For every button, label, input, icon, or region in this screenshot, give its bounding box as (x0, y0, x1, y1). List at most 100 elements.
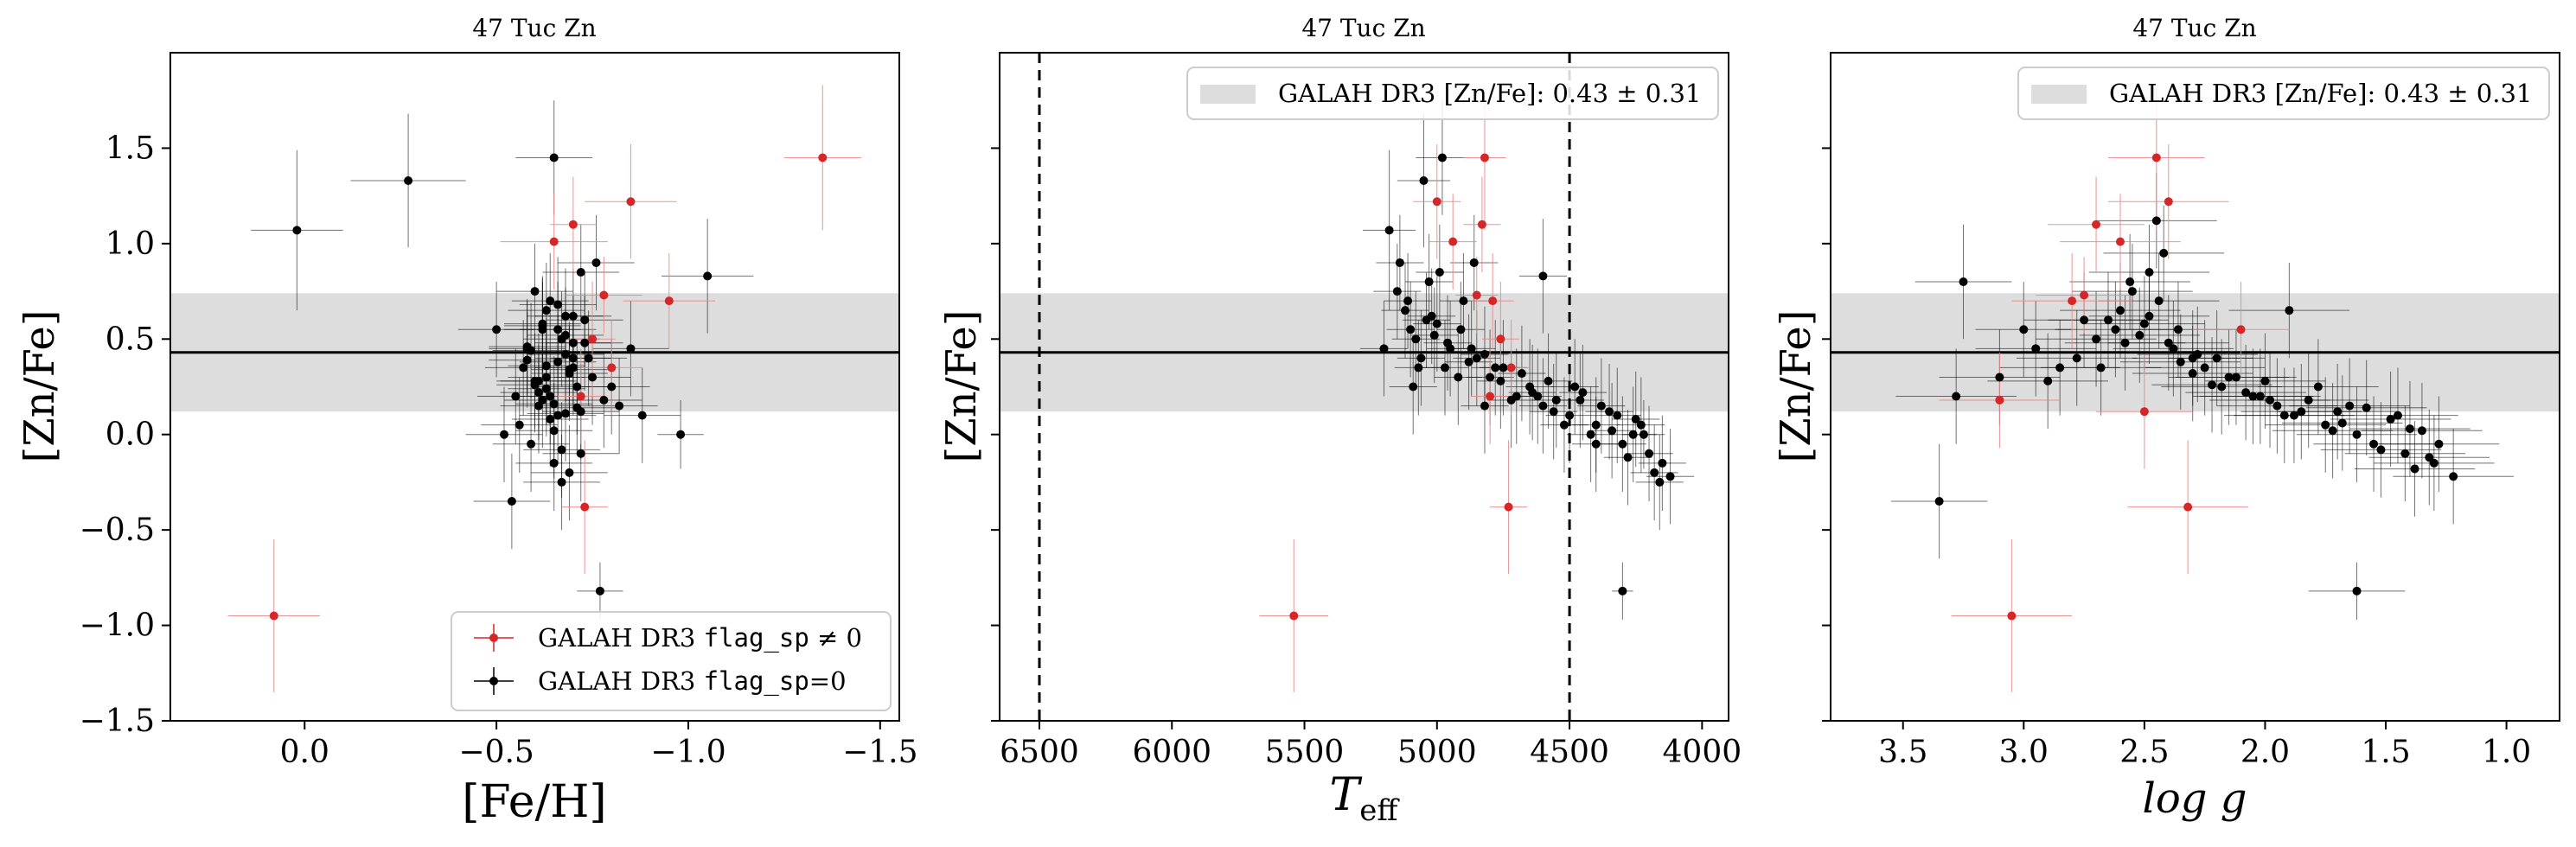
point-flagged (626, 197, 636, 207)
point-unflagged (530, 287, 540, 296)
point-unflagged (2328, 426, 2337, 436)
point-unflagged (2043, 376, 2053, 385)
point-unflagged (1639, 430, 1648, 439)
point-unflagged (553, 300, 563, 309)
point-unflagged (557, 445, 566, 455)
point-unflagged (2169, 344, 2178, 353)
point-unflagged (1618, 586, 1627, 595)
point-unflagged (2139, 319, 2149, 328)
point-unflagged (1411, 334, 1421, 344)
point-unflagged (557, 477, 566, 487)
point-unflagged (2173, 325, 2183, 334)
point-unflagged (2031, 344, 2041, 353)
panel-teff: 6500 6000 5500 5000 4500 4000 47 Tuc Zn Teff … (937, 14, 1742, 828)
point-unflagged (1379, 344, 1389, 353)
point-unflagged (404, 175, 413, 185)
point-unflagged (1544, 376, 1553, 385)
x-tick-label: 3.0 (1999, 735, 2049, 770)
point-unflagged (2154, 296, 2164, 306)
point-unflagged (2096, 363, 2106, 373)
point-unflagged (560, 349, 570, 359)
point-unflagged (1623, 453, 1633, 462)
point-flagged (1995, 395, 2004, 404)
point-flagged (1486, 392, 1495, 401)
point-unflagged (1952, 392, 1961, 401)
point-unflagged (2208, 380, 2217, 390)
point-unflagged (2362, 403, 2371, 412)
legend: GALAH DR3 flag_sp ≠ 0 GALAH DR3 flag_sp=… (451, 611, 892, 711)
point-unflagged (1506, 395, 1516, 404)
point-unflagged (541, 361, 551, 371)
x-tick-label: 4500 (1530, 735, 1609, 770)
point-unflagged (572, 403, 582, 412)
panel-title: 47 Tuc Zn (2132, 14, 2256, 42)
point-unflagged (534, 388, 543, 398)
point-flagged (2115, 237, 2125, 246)
point-unflagged (1591, 420, 1601, 430)
x-tick-label: 5500 (1265, 735, 1345, 770)
legend-red-flag: flag_sp (704, 623, 809, 653)
point-unflagged (546, 415, 555, 424)
point-unflagged (565, 468, 574, 477)
point-unflagged (1395, 258, 1404, 267)
y-axis-label: [Zn/Fe] (1772, 310, 1820, 463)
point-unflagged (1565, 411, 1575, 420)
point-unflagged (1459, 296, 1468, 306)
point-flagged (2164, 197, 2173, 207)
point-unflagged (2337, 418, 2347, 428)
point-unflagged (1650, 468, 1659, 477)
plot-frame (169, 52, 900, 722)
x-tick-label: 1.0 (2482, 735, 2531, 770)
point-unflagged (538, 321, 547, 330)
point-unflagged (1576, 395, 1585, 404)
point-unflagged (2279, 411, 2289, 420)
point-flagged (1488, 296, 1498, 306)
point-flagged (1480, 153, 1489, 162)
y-tick-label: 0.0 (105, 417, 155, 453)
point-unflagged (1517, 369, 1526, 379)
point-unflagged (560, 311, 570, 321)
point-flagged (1496, 334, 1505, 344)
point-unflagged (2135, 330, 2145, 340)
point-unflagged (1480, 349, 1489, 359)
point-flagged (2092, 220, 2101, 229)
point-unflagged (500, 430, 509, 439)
point-unflagged (553, 411, 563, 420)
point-unflagged (591, 258, 601, 267)
point-unflagged (2386, 415, 2395, 424)
point-unflagged (549, 399, 559, 409)
point-flagged (1472, 290, 1481, 300)
legend-marker-red (489, 634, 498, 642)
point-unflagged (1613, 411, 1622, 420)
point-unflagged (1559, 420, 1569, 430)
point-unflagged (2212, 353, 2221, 363)
point-unflagged (560, 330, 570, 340)
point-unflagged (1432, 319, 1441, 328)
x-tick-label: 5000 (1397, 735, 1477, 770)
point-unflagged (1491, 363, 1500, 373)
point-unflagged (2333, 407, 2343, 417)
y-tick-label: −0.5 (80, 513, 155, 548)
x-tick-label: 6000 (1132, 735, 1211, 770)
point-flagged (599, 290, 609, 300)
point-unflagged (1549, 407, 1558, 417)
point-unflagged (1655, 477, 1665, 487)
point-unflagged (2127, 287, 2137, 296)
point-unflagged (1403, 296, 1413, 306)
legend-box (1186, 67, 1719, 120)
point-unflagged (1608, 426, 1617, 436)
legend-box (2017, 67, 2550, 120)
point-unflagged (2255, 392, 2265, 401)
point-unflagged (549, 458, 559, 468)
x-tick-label: −0.5 (458, 735, 534, 770)
point-unflagged (2092, 334, 2101, 344)
point-flagged (2183, 502, 2193, 512)
point-unflagged (568, 311, 578, 321)
y-tick-label: −1.5 (80, 704, 155, 739)
point-unflagged (2019, 325, 2029, 334)
point-unflagged (1551, 395, 1561, 404)
point-unflagged (1665, 472, 1675, 481)
legend-band-swatch (2031, 85, 2087, 104)
x-tick-label: 0.0 (280, 735, 329, 770)
point-unflagged (607, 382, 617, 392)
